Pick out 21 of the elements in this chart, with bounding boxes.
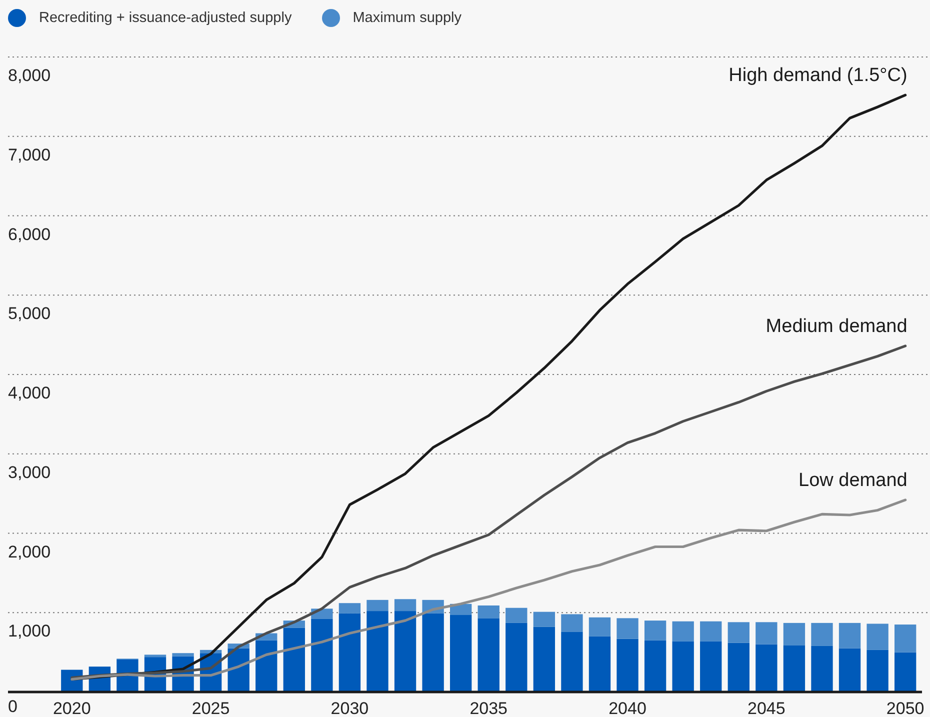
x-tick-label: 2035: [470, 699, 508, 717]
legend-label: Recrediting + issuance-adjusted supply: [39, 10, 292, 26]
y-tick-label: 7,000: [8, 145, 51, 164]
y-tick-label: 1,000: [8, 622, 51, 641]
y-tick-label: 8,000: [8, 66, 51, 85]
x-tick-label: 2020: [52, 699, 91, 717]
y-tick-label: 3,000: [8, 462, 51, 482]
series-label: Medium demand: [766, 316, 908, 337]
x-tick-label: 2040: [608, 699, 646, 717]
y-tick-label: 6,000: [8, 224, 51, 244]
series-label: Low demand: [798, 470, 908, 491]
legend-label: Maximum supply: [352, 10, 462, 26]
y-tick-label: 5,000: [8, 304, 51, 324]
y-tick-label: 4,000: [8, 384, 51, 402]
x-tick-label: 2050: [886, 699, 924, 717]
series-label: High demand (1.5°C): [728, 65, 908, 86]
y-tick-label: 2,000: [8, 542, 51, 562]
y-tick-label: 0: [8, 697, 18, 716]
x-tick-label: 2025: [192, 699, 230, 717]
x-tick-label: 2030: [330, 699, 369, 717]
x-tick-label: 2045: [748, 699, 786, 717]
